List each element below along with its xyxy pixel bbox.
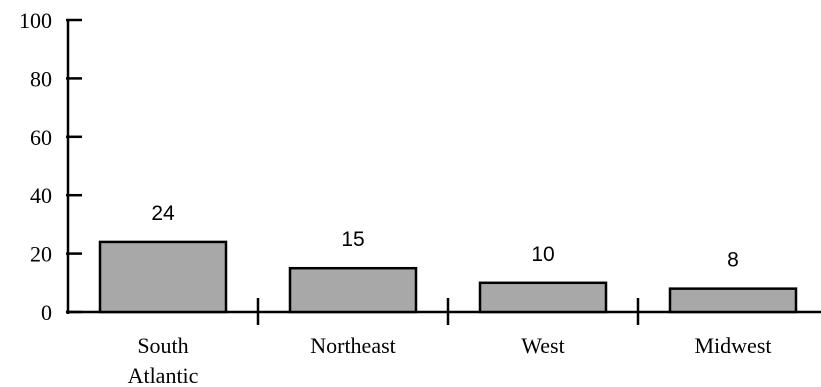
category-labels: South Atlantic Northeast West Midwest [128, 333, 772, 387]
data-labels: 24 15 10 8 [151, 202, 739, 272]
y-axis: 0 20 40 60 80 100 [19, 8, 82, 325]
bars [98, 240, 798, 314]
data-label: 15 [341, 228, 364, 251]
data-label: 8 [727, 249, 739, 272]
bar [288, 266, 418, 314]
y-tick-label: 0 [41, 300, 52, 325]
y-tick-label: 60 [30, 125, 52, 150]
category-label: Northeast [310, 333, 396, 358]
y-tick-label: 100 [19, 8, 52, 33]
y-tick-label: 80 [30, 66, 52, 91]
category-label: Midwest [695, 333, 772, 358]
data-label: 10 [531, 243, 554, 266]
bar [98, 240, 228, 314]
bar [668, 287, 798, 314]
category-label: West [521, 333, 564, 358]
category-label: South [137, 333, 188, 358]
y-tick-label: 40 [30, 183, 52, 208]
category-label: Atlantic [128, 363, 199, 387]
data-label: 24 [151, 202, 175, 225]
bar [478, 281, 608, 314]
y-tick-label: 20 [30, 242, 52, 267]
